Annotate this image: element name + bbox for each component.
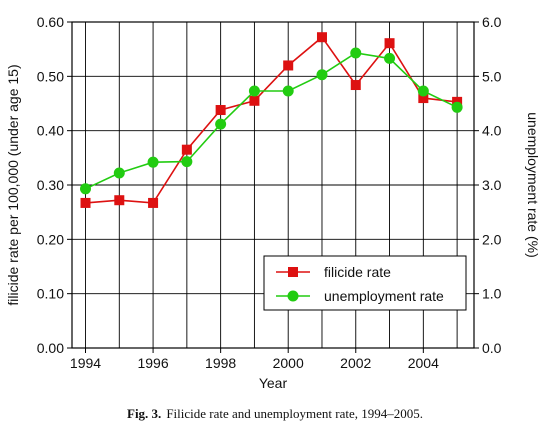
- data-series: [80, 32, 463, 208]
- unemployment-rate-point: [451, 101, 463, 113]
- unemployment-rate-point: [181, 156, 193, 168]
- filicide-rate-point: [148, 197, 159, 208]
- legend-filicide-rate-point: [288, 267, 298, 277]
- unemployment-rate-point: [350, 47, 362, 59]
- y-left-tick-label: 0.10: [37, 286, 64, 302]
- x-tick-label: 2004: [408, 355, 439, 371]
- y-right-tick-label: 4.0: [482, 123, 502, 139]
- legend: filicide rate unemployment rate: [263, 255, 467, 311]
- y-left-tick-label: 0.60: [37, 14, 64, 30]
- filicide-rate-point: [215, 105, 226, 116]
- y-right-tick-label: 6.0: [482, 14, 502, 30]
- caption-text: Filicide rate and unemployment rate, 199…: [166, 406, 423, 421]
- unemployment-rate-point: [316, 69, 328, 81]
- filicide-rate-point: [350, 80, 361, 91]
- filicide-rate-point: [181, 144, 192, 155]
- caption-line: Fig. 3. Filicide rate and unemployment ra…: [127, 406, 423, 421]
- filicide-rate-point: [283, 60, 294, 71]
- y-left-tick-label: 0.30: [37, 177, 64, 193]
- filicide-rate-point: [418, 93, 429, 104]
- filicide-rate-point: [249, 95, 260, 106]
- filicide-rate-point: [316, 32, 327, 43]
- legend-unemployment-rate-label: unemployment rate: [324, 288, 444, 304]
- unemployment-rate-point: [147, 156, 159, 168]
- unemployment-rate-point: [248, 85, 260, 97]
- y-right-tick-label: 1.0: [482, 286, 502, 302]
- unemployment-rate-point: [215, 118, 227, 130]
- unemployment-rate-point: [282, 85, 294, 97]
- x-axis-title: Year: [259, 375, 288, 391]
- filicide-rate-point: [384, 38, 395, 49]
- y-right-tick-label: 3.0: [482, 177, 502, 193]
- y-right-tick-label: 5.0: [482, 68, 502, 84]
- y-axis-right-title: unemployment rate (%): [525, 112, 541, 258]
- caption: Fig. 3. Filicide rate and unemployment ra…: [127, 406, 423, 421]
- unemployment-rate-line: [85, 52, 458, 190]
- y-left-tick-label: 0.00: [37, 340, 64, 356]
- x-tick-label: 2002: [340, 355, 371, 371]
- legend-unemployment-rate-point: [287, 290, 299, 302]
- y-right-tick-label: 2.0: [482, 231, 502, 247]
- unemployment-rate-series: [80, 47, 463, 195]
- unemployment-rate-point: [113, 167, 125, 179]
- y-left-tick-label: 0.20: [37, 231, 64, 247]
- unemployment-rate-point: [384, 52, 396, 64]
- legend-filicide-rate-label: filicide rate: [324, 264, 391, 280]
- filicide-rate-point: [80, 197, 91, 208]
- y-left-tick-label: 0.40: [37, 123, 64, 139]
- caption-prefix: Fig. 3.: [127, 406, 161, 421]
- y-axis-left-title: filicide rate per 100,000 (under age 15): [5, 64, 21, 305]
- x-tick-label: 1996: [137, 355, 168, 371]
- unemployment-rate-point: [80, 183, 92, 195]
- legend-box: [263, 255, 467, 311]
- x-tick-label: 2000: [273, 355, 304, 371]
- filicide-rate-line: [85, 36, 458, 204]
- y-right-tick-label: 0.0: [482, 340, 502, 356]
- filicide-rate-point: [114, 195, 125, 206]
- y-left-tick-label: 0.50: [37, 68, 64, 84]
- x-tick-label: 1998: [205, 355, 236, 371]
- x-tick-label: 1994: [70, 355, 101, 371]
- unemployment-rate-point: [417, 85, 429, 97]
- axis-ticks: 1994 1996 1998 2000 2002 2004 0.00 0.10 0.20 0.30…: [37, 14, 502, 371]
